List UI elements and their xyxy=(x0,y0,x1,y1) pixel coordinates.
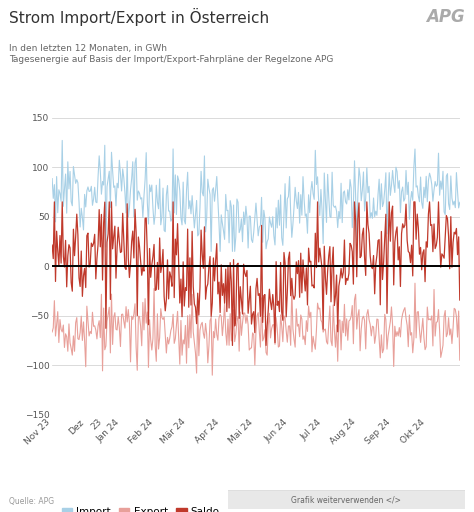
Text: Grafik weiterverwenden </>: Grafik weiterverwenden </> xyxy=(291,495,401,504)
Text: Strom Import/Export in Österreich: Strom Import/Export in Österreich xyxy=(9,8,270,26)
Legend: Import, Export, Saldo: Import, Export, Saldo xyxy=(57,503,224,512)
Text: Tagesenergie auf Basis der Import/Export-Fahrpläne der Regelzone APG: Tagesenergie auf Basis der Import/Export… xyxy=(9,55,334,64)
Text: Quelle: APG: Quelle: APG xyxy=(9,497,55,506)
Text: In den letzten 12 Monaten, in GWh: In den letzten 12 Monaten, in GWh xyxy=(9,44,167,53)
FancyBboxPatch shape xyxy=(218,490,474,509)
Text: APG: APG xyxy=(426,8,465,26)
